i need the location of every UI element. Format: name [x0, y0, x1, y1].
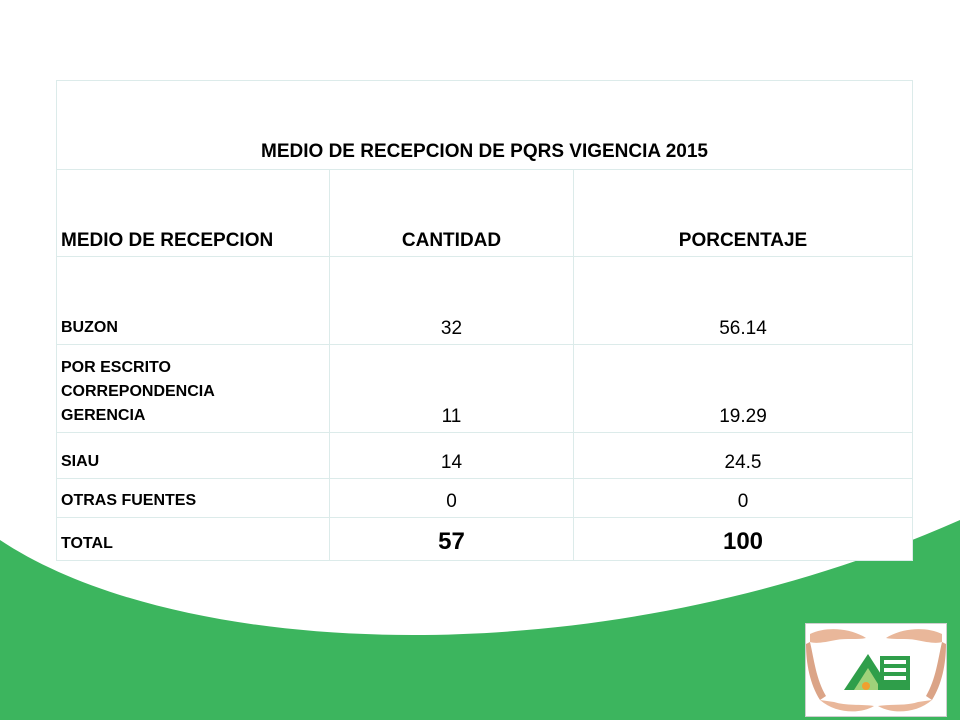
row-cantidad: 32 [329, 256, 574, 345]
row-cantidad: 14 [329, 432, 574, 479]
row-label-line: GERENCIA [61, 407, 146, 424]
row-porcentaje: 0 [572, 478, 914, 518]
header-medio: MEDIO DE RECEPCION [56, 169, 330, 257]
row-label: POR ESCRITO CORREPONDENCIA GERENCIA [56, 344, 330, 433]
total-label: TOTAL [56, 517, 330, 561]
total-row: TOTAL 57 100 [56, 517, 914, 561]
row-porcentaje: 19.29 [572, 344, 914, 433]
row-label-line: CORREPONDENCIA [61, 383, 215, 400]
row-cantidad: 11 [329, 344, 574, 433]
row-porcentaje: 56.14 [572, 256, 914, 345]
table-title: MEDIO DE RECEPCION DE PQRS VIGENCIA 2015 [55, 80, 914, 170]
total-porcentaje: 100 [572, 517, 914, 561]
row-label: OTRAS FUENTES [56, 478, 330, 518]
total-cantidad: 57 [329, 517, 574, 561]
table-row: SIAU 14 24.5 [56, 432, 914, 479]
row-porcentaje: 24.5 [572, 432, 914, 479]
row-label: BUZON [56, 256, 330, 345]
hospital-hands-logo [805, 623, 947, 717]
row-cantidad: 0 [329, 478, 574, 518]
pqrs-reception-table: MEDIO DE RECEPCION DE PQRS VIGENCIA 2015… [55, 80, 914, 561]
table-row: OTRAS FUENTES 0 0 [56, 478, 914, 518]
table-row: POR ESCRITO CORREPONDENCIA GERENCIA 11 1… [56, 344, 914, 433]
table-row: BUZON 32 56.14 [56, 256, 914, 345]
row-label-line: POR ESCRITO [61, 359, 171, 376]
row-label: SIAU [56, 432, 330, 479]
header-cantidad: CANTIDAD [329, 169, 574, 257]
hospital-hands-logo-icon [806, 629, 946, 712]
header-porcentaje: PORCENTAJE [572, 169, 914, 257]
